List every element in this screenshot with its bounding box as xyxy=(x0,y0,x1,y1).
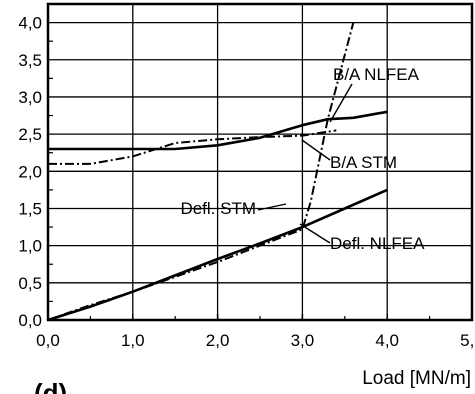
annotation-leader xyxy=(299,223,331,244)
series-label: B/A STM xyxy=(330,153,397,172)
y-tick-label: 3,5 xyxy=(18,51,42,70)
series-label: B/A NLFEA xyxy=(333,65,420,84)
annotation-leader xyxy=(301,139,331,161)
y-tick-label: 3,0 xyxy=(18,88,42,107)
x-tick-label: 2,0 xyxy=(206,331,230,350)
annotations: B/A NLFEA B/A STM Defl. STM Defl. NLFEA xyxy=(180,65,425,253)
y-tick-label: 4,0 xyxy=(18,14,42,33)
x-tick-label: 1,0 xyxy=(121,331,145,350)
y-tick-label: 1,5 xyxy=(18,199,42,218)
y-tick-label: 2,0 xyxy=(18,162,42,181)
annotation-leader xyxy=(329,83,353,123)
x-tick-label: 3,0 xyxy=(291,331,315,350)
series-label: Defl. NLFEA xyxy=(330,234,425,253)
series-line-0 xyxy=(48,110,388,151)
x-axis-label: Load [MN/m] xyxy=(362,368,471,389)
panel-label: (d) xyxy=(34,378,67,394)
y-tick-label: 1,0 xyxy=(18,237,42,256)
y-tick-label: 2,5 xyxy=(18,125,42,144)
tick-labels: 0,0 1,0 2,0 3,0 4,0 5,0 0,0 0,5 1,0 1,5 2,0 2,5 3,0 3… xyxy=(18,14,475,350)
grid xyxy=(47,4,473,320)
y-tick-label: 0,0 xyxy=(18,311,42,330)
series-lines xyxy=(47,22,388,322)
series-label: Defl. STM xyxy=(180,199,256,218)
series-line-3 xyxy=(47,188,388,322)
x-tick-label: 5,0 xyxy=(460,331,475,350)
annotation-leader xyxy=(257,203,287,211)
x-tick-label: 0,0 xyxy=(36,331,60,350)
series-line-2 xyxy=(47,22,355,321)
plot-frame xyxy=(46,2,474,322)
y-tick-label: 0,5 xyxy=(18,274,42,293)
series-line-1 xyxy=(48,129,337,165)
x-tick-label: 4,0 xyxy=(375,331,399,350)
